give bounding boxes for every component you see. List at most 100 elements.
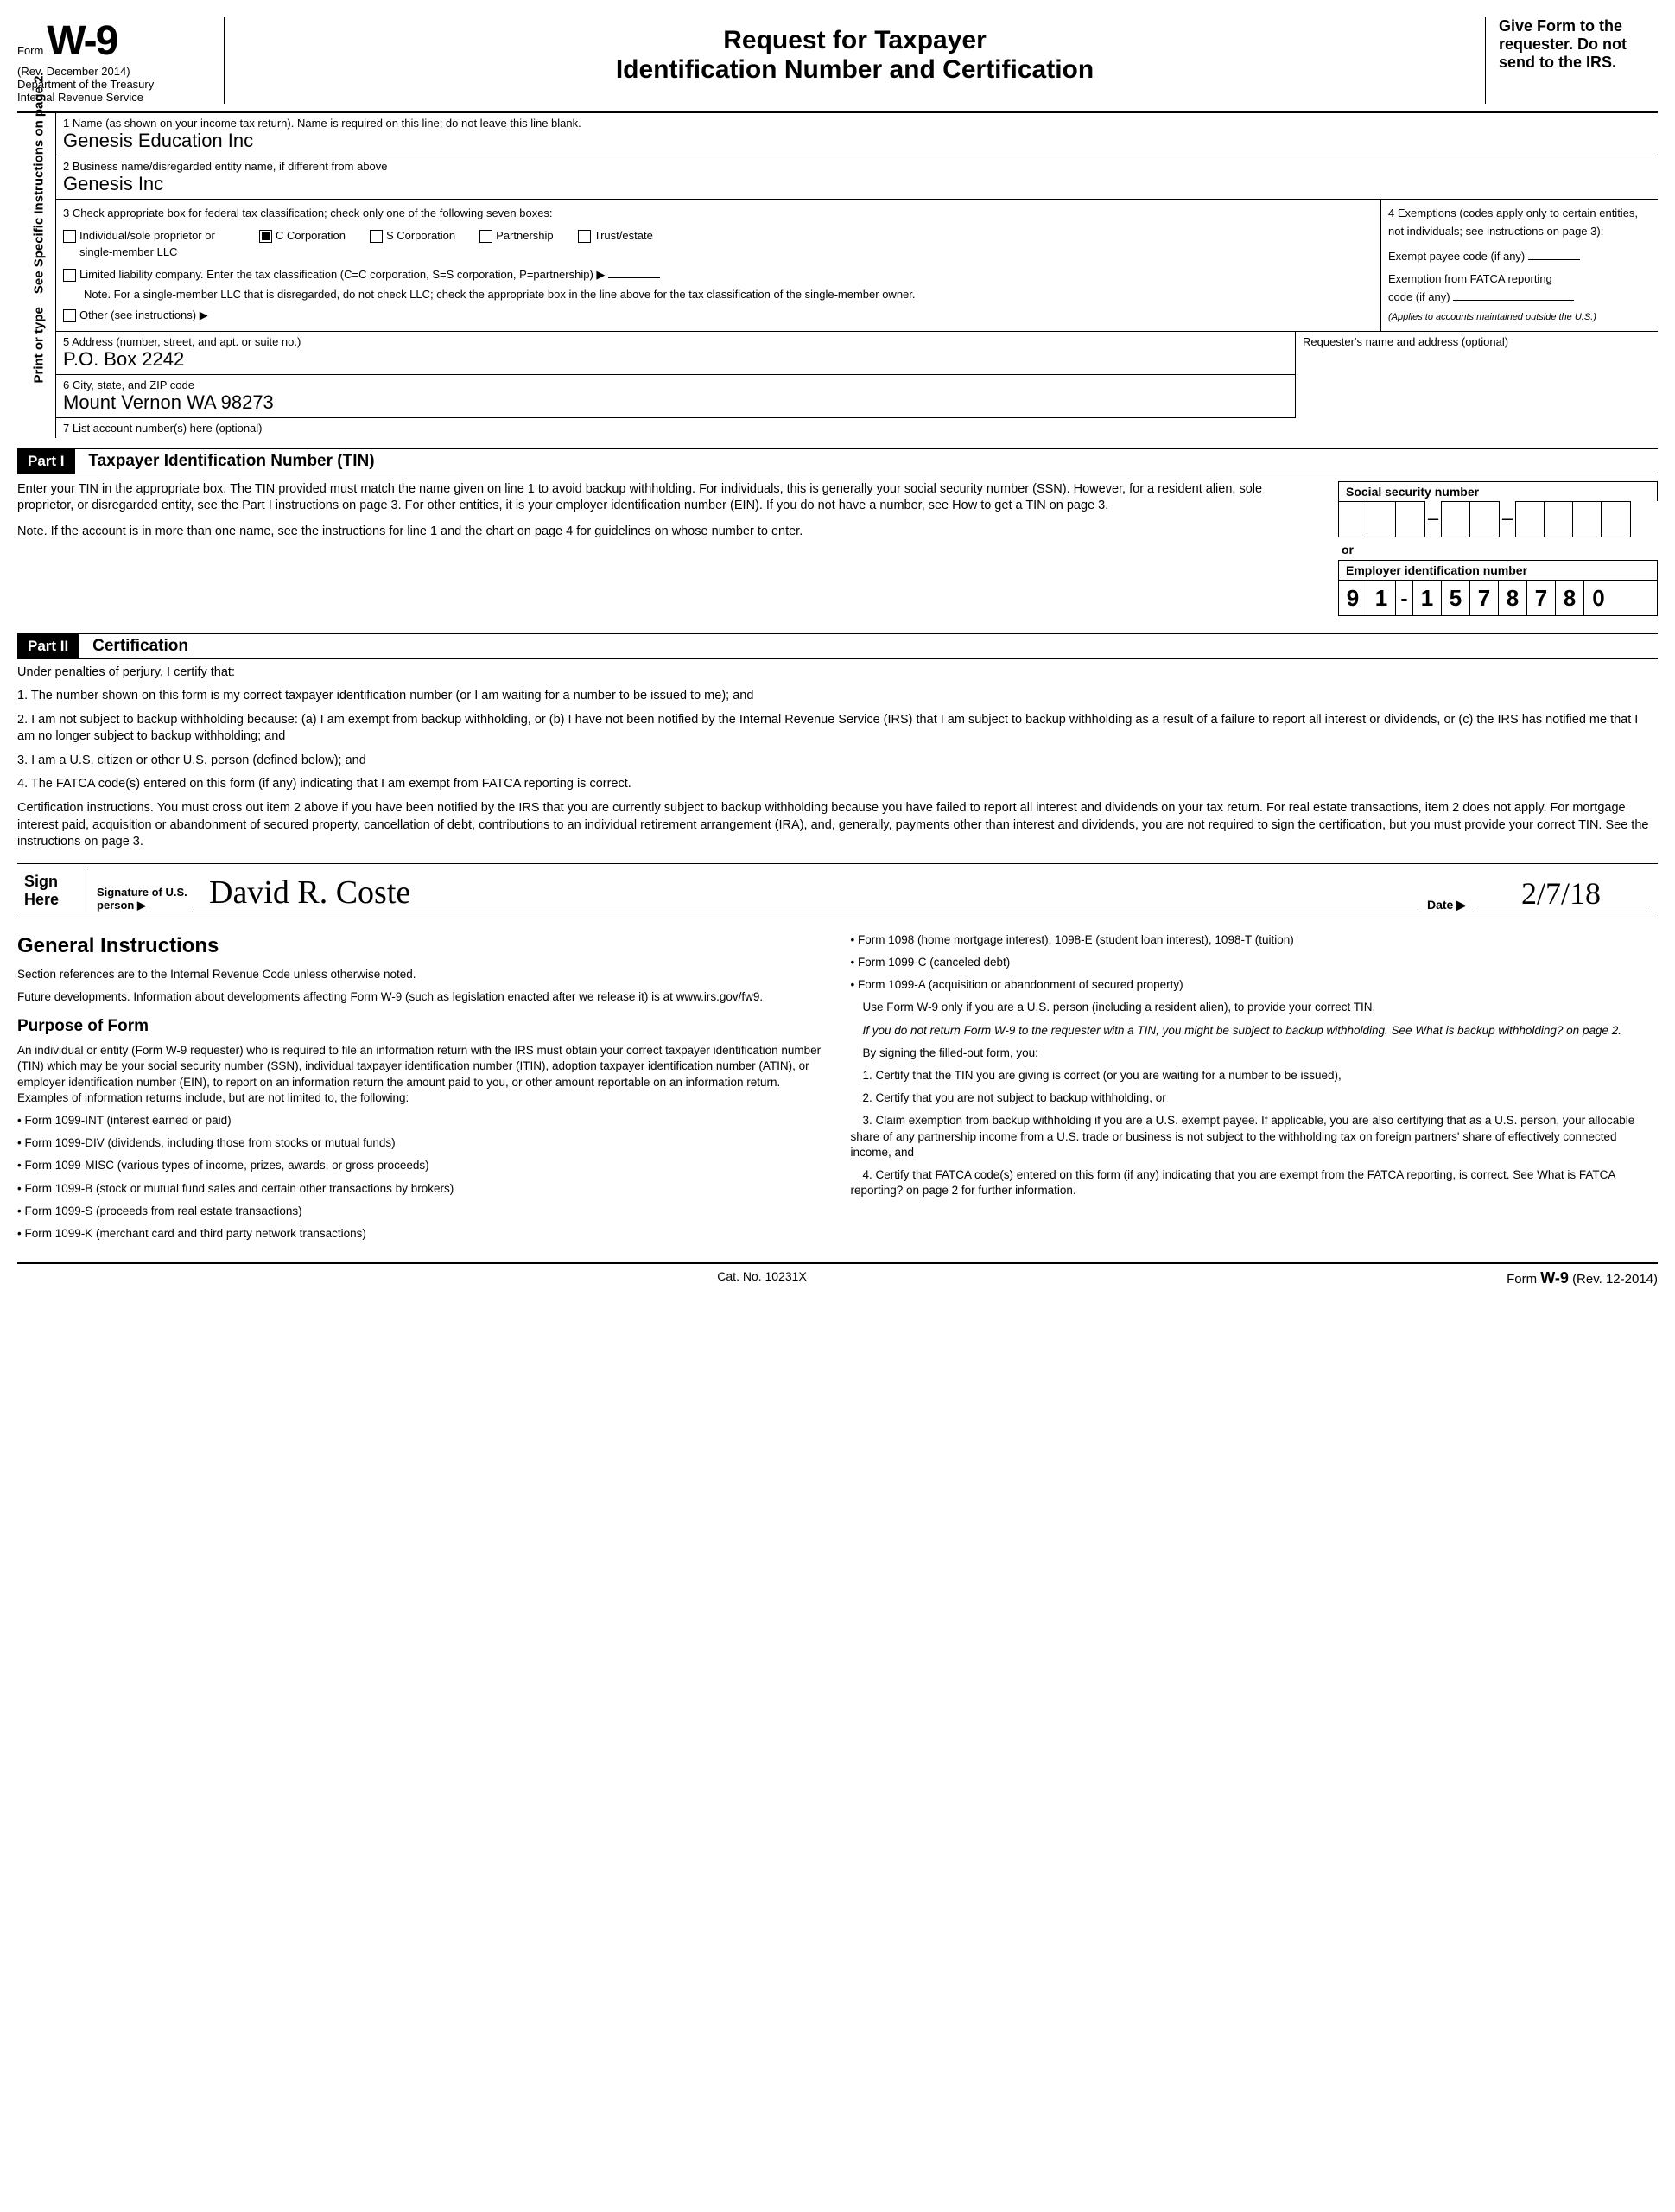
inst-r5: If you do not return Form W-9 to the req… <box>851 1023 1659 1039</box>
inst-r4: Use Form W-9 only if you are a U.S. pers… <box>851 1000 1659 1015</box>
inst-r7: 1. Certify that the TIN you are giving i… <box>851 1068 1659 1084</box>
date-field[interactable]: 2/7/18 <box>1475 875 1647 912</box>
date-label: Date ▶ <box>1418 898 1475 912</box>
header-center: Request for Taxpayer Identification Numb… <box>225 17 1485 104</box>
cert-inst: Certification instructions. You must cro… <box>17 800 1658 851</box>
tin-section: Enter your TIN in the appropriate box. T… <box>17 474 1658 623</box>
inst-r8: 2. Certify that you are not subject to b… <box>851 1090 1659 1106</box>
inst-b6: • Form 1099-K (merchant card and third p… <box>17 1226 825 1242</box>
inst-p3: An individual or entity (Form W-9 reques… <box>17 1043 825 1106</box>
box6: 6 City, state, and ZIP code Mount Vernon… <box>56 375 1295 418</box>
exempt-payee-input[interactable] <box>1528 259 1580 260</box>
box4: 4 Exemptions (codes apply only to certai… <box>1381 200 1658 331</box>
opt-trust[interactable]: Trust/estate <box>578 227 653 261</box>
instructions: General Instructions Section references … <box>17 932 1658 1249</box>
inst-r1: • Form 1098 (home mortgage interest), 10… <box>851 932 1659 948</box>
ein-2: - <box>1396 581 1413 615</box>
box7[interactable]: 7 List account number(s) here (optional) <box>56 418 1658 438</box>
ein-5: 7 <box>1470 581 1499 615</box>
revision: (Rev. December 2014) <box>17 65 215 78</box>
box1: 1 Name (as shown on your income tax retu… <box>56 113 1658 156</box>
header-left: Form W-9 (Rev. December 2014) Department… <box>17 17 225 104</box>
title-line2: Identification Number and Certification <box>242 55 1468 85</box>
part2-header: Part II Certification <box>17 633 1658 659</box>
fields-column: 1 Name (as shown on your income tax retu… <box>56 113 1658 438</box>
part1-title: Taxpayer Identification Number (TIN) <box>78 452 374 470</box>
inst-r6: By signing the filled-out form, you: <box>851 1046 1659 1061</box>
box7-label: 7 List account number(s) here (optional) <box>63 422 1651 435</box>
form-code: W-9 <box>47 18 117 64</box>
ssn-label: Social security number <box>1338 481 1658 501</box>
box3: 3 Check appropriate box for federal tax … <box>56 200 1381 331</box>
part2-title: Certification <box>82 637 188 655</box>
cert-3: 3. I am a U.S. citizen or other U.S. per… <box>17 753 1658 770</box>
cert-4: 4. The FATCA code(s) entered on this for… <box>17 776 1658 793</box>
requester-box[interactable]: Requester's name and address (optional) <box>1295 332 1658 418</box>
sign-row: Sign Here Signature of U.S. person ▶ Dav… <box>17 863 1658 918</box>
header-right: Give Form to the requester. Do not send … <box>1485 17 1658 104</box>
opt-partnership[interactable]: Partnership <box>479 227 553 261</box>
inst-h1: General Instructions <box>17 932 825 960</box>
inst-b5: • Form 1099-S (proceeds from real estate… <box>17 1204 825 1219</box>
opt-s-corp[interactable]: S Corporation <box>370 227 455 261</box>
inst-b3: • Form 1099-MISC (various types of incom… <box>17 1158 825 1173</box>
cert-1: 1. The number shown on this form is my c… <box>17 688 1658 705</box>
inst-b4: • Form 1099-B (stock or mutual fund sale… <box>17 1181 825 1197</box>
inst-p1: Section references are to the Internal R… <box>17 967 825 982</box>
ein-0: 9 <box>1339 581 1367 615</box>
box3-note: Note. For a single-member LLC that is di… <box>63 286 1374 303</box>
opt-c-corp[interactable]: C Corporation <box>259 227 346 261</box>
requester-label: Requester's name and address (optional) <box>1303 335 1508 348</box>
part1-badge: Part I <box>17 449 75 474</box>
ein-3: 1 <box>1413 581 1442 615</box>
opt-other[interactable]: Other (see instructions) ▶ <box>63 307 1374 324</box>
box4-note: (Applies to accounts maintained outside … <box>1388 310 1651 326</box>
ein-row[interactable]: 9 1 - 1 5 7 8 7 8 0 <box>1338 580 1658 616</box>
tin-text: Enter your TIN in the appropriate box. T… <box>17 481 1321 616</box>
inst-b2: • Form 1099-DIV (dividends, including th… <box>17 1135 825 1151</box>
tin-boxes: Social security number – – or Employer i… <box>1338 481 1658 616</box>
certification-text: Under penalties of perjury, I certify th… <box>17 659 1658 863</box>
cert-2: 2. I am not subject to backup withholdin… <box>17 712 1658 746</box>
tin-p1: Enter your TIN in the appropriate box. T… <box>17 481 1321 515</box>
inst-b1: • Form 1099-INT (interest earned or paid… <box>17 1113 825 1128</box>
sidebar: Print or type See Specific Instructions … <box>17 113 56 438</box>
address-block: 5 Address (number, street, and apt. or s… <box>56 332 1658 418</box>
box6-label: 6 City, state, and ZIP code <box>63 378 1288 391</box>
footer: Cat. No. 10231X Form W-9 (Rev. 12-2014) <box>17 1262 1658 1287</box>
ein-8: 8 <box>1556 581 1584 615</box>
ssn-row[interactable]: – – <box>1338 501 1658 537</box>
box2: 2 Business name/disregarded entity name,… <box>56 156 1658 200</box>
inst-left: General Instructions Section references … <box>17 932 825 1249</box>
box5-label: 5 Address (number, street, and apt. or s… <box>63 335 1288 348</box>
opt-individual[interactable]: Individual/sole proprietor or single-mem… <box>63 227 235 261</box>
box3-label: 3 Check appropriate box for federal tax … <box>63 205 1374 222</box>
box4-l2: Exemption from FATCA reporting <box>1388 270 1651 289</box>
ein-1: 1 <box>1367 581 1396 615</box>
inst-r10: 4. Certify that FATCA code(s) entered on… <box>851 1167 1659 1198</box>
box3-4-row: 3 Check appropriate box for federal tax … <box>56 200 1658 332</box>
box5-value[interactable]: P.O. Box 2242 <box>63 348 184 370</box>
box1-label: 1 Name (as shown on your income tax retu… <box>63 117 1651 130</box>
box4-l1: Exempt payee code (if any) <box>1388 250 1525 263</box>
sign-here-label: Sign Here <box>17 869 86 912</box>
signature-field[interactable]: David R. Coste <box>192 874 1418 912</box>
footer-right: Form W-9 (Rev. 12-2014) <box>1507 1269 1658 1287</box>
box1-value[interactable]: Genesis Education Inc <box>63 130 253 151</box>
inst-r3: • Form 1099-A (acquisition or abandonmen… <box>851 977 1659 993</box>
box6-value[interactable]: Mount Vernon WA 98273 <box>63 391 274 413</box>
box5: 5 Address (number, street, and apt. or s… <box>56 332 1295 375</box>
footer-cat: Cat. No. 10231X <box>717 1269 807 1287</box>
box4-label: 4 Exemptions (codes apply only to certai… <box>1388 205 1651 241</box>
box2-value[interactable]: Genesis Inc <box>63 173 163 194</box>
ein-4: 5 <box>1442 581 1470 615</box>
or-text: or <box>1342 543 1658 556</box>
opt-llc[interactable]: Limited liability company. Enter the tax… <box>63 266 1374 283</box>
sidebar-text: Print or type See Specific Instructions … <box>32 168 47 384</box>
tin-p2: Note. If the account is in more than one… <box>17 524 1321 541</box>
part2-badge: Part II <box>17 634 79 658</box>
fatca-code-input[interactable] <box>1453 300 1574 301</box>
ein-7: 7 <box>1527 581 1556 615</box>
dept2: Internal Revenue Service <box>17 91 215 104</box>
inst-r9: 3. Claim exemption from backup withholdi… <box>851 1113 1659 1160</box>
